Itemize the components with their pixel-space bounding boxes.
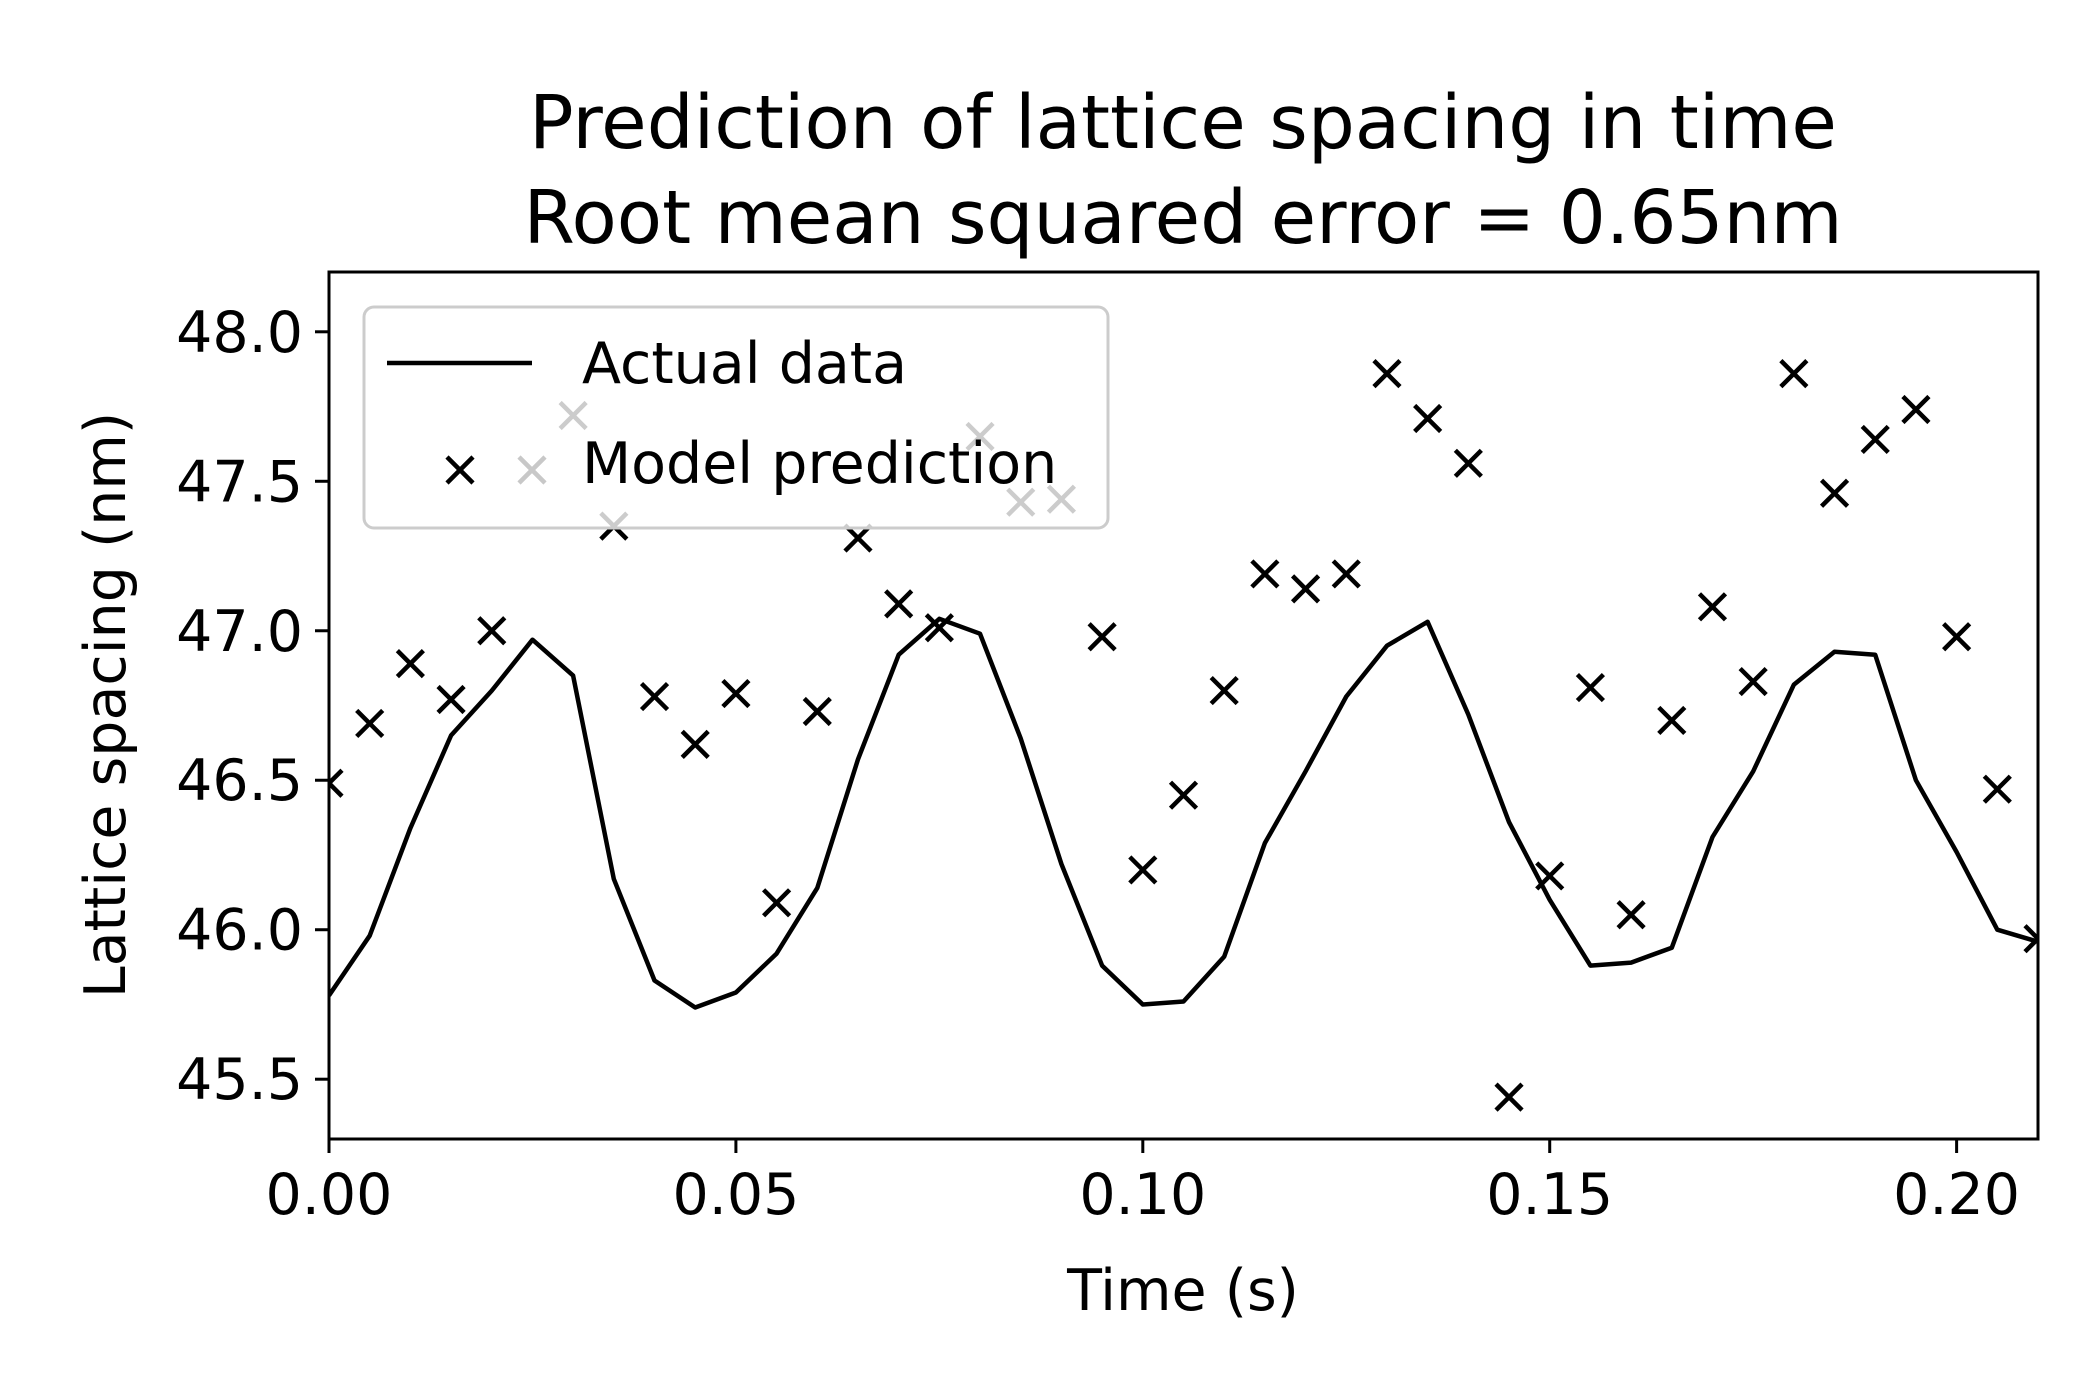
prediction-point xyxy=(1250,559,1280,589)
legend-model-prediction-marker xyxy=(445,455,475,485)
y-tick-label: 45.5 xyxy=(176,1047,303,1113)
prediction-point xyxy=(355,708,385,739)
series-actual-data xyxy=(329,616,2038,1010)
prediction-point xyxy=(1901,394,1931,425)
prediction-point xyxy=(395,649,425,679)
y-axis: 45.5 46.0 46.5 47.0 47.5 48.0 xyxy=(176,300,329,1113)
prediction-point xyxy=(1331,559,1361,589)
legend: Actual data Model prediction xyxy=(362,305,1110,530)
prediction-point xyxy=(762,888,792,918)
prediction-point xyxy=(802,696,832,727)
prediction-point xyxy=(477,616,507,646)
prediction-point xyxy=(1209,675,1239,706)
x-axis-label: Time (s) xyxy=(1066,1258,1299,1324)
prediction-point xyxy=(1128,855,1158,885)
prediction-point xyxy=(1860,424,1890,455)
prediction-point xyxy=(924,613,954,643)
y-tick-label: 46.0 xyxy=(176,898,303,964)
actual-data-line xyxy=(329,616,2038,1010)
legend-box xyxy=(362,305,1110,530)
x-tick-label: 0.10 xyxy=(1079,1162,1206,1228)
prediction-point xyxy=(1738,666,1768,697)
prediction-point xyxy=(1942,622,1972,652)
y-axis-label: Lattice spacing (nm) xyxy=(73,412,139,998)
legend-marker-x xyxy=(445,455,475,485)
prediction-point xyxy=(329,768,344,798)
prediction-point xyxy=(884,589,914,619)
prediction-point xyxy=(1087,622,1117,652)
legend-model-prediction-label: Model prediction xyxy=(582,431,1057,497)
prediction-point xyxy=(1982,774,2012,804)
y-tick-label: 46.5 xyxy=(176,748,303,814)
chart-title-line2: Root mean squared error = 0.65nm xyxy=(523,175,1842,261)
y-tick-label: 48.0 xyxy=(176,300,303,366)
prediction-point xyxy=(1168,780,1199,810)
prediction-point xyxy=(1657,705,1687,736)
prediction-point xyxy=(1819,478,1850,508)
legend-marker-x xyxy=(517,455,547,485)
chart-title-line1: Prediction of lattice spacing in time xyxy=(529,80,1837,166)
y-tick-label: 47.0 xyxy=(176,599,303,665)
prediction-point xyxy=(1535,861,1565,891)
legend-model-prediction-marker-faded xyxy=(517,455,547,485)
prediction-point xyxy=(1616,900,1646,930)
prediction-point xyxy=(1453,448,1483,478)
prediction-point xyxy=(1372,359,1402,389)
prediction-point xyxy=(1290,574,1321,604)
x-axis: 0.00 0.05 0.10 0.15 0.20 xyxy=(266,1139,2020,1228)
prediction-point xyxy=(1697,592,1728,622)
x-tick-label: 0.20 xyxy=(1893,1162,2020,1228)
plot-frame xyxy=(327,270,2040,1141)
prediction-point xyxy=(1413,403,1443,434)
prediction-point xyxy=(721,678,751,709)
prediction-point xyxy=(436,684,466,715)
x-tick-label: 0.05 xyxy=(672,1162,799,1228)
prediction-point xyxy=(639,681,670,712)
prediction-point xyxy=(2023,924,2038,954)
x-tick-label: 0.00 xyxy=(266,1162,393,1228)
prediction-point xyxy=(1779,359,1809,389)
x-tick-label: 0.15 xyxy=(1486,1162,1613,1228)
prediction-point xyxy=(1494,1082,1524,1112)
legend-actual-data-label: Actual data xyxy=(582,331,907,397)
y-tick-label: 47.5 xyxy=(176,449,303,515)
prediction-point xyxy=(680,729,710,759)
prediction-point xyxy=(1575,672,1605,703)
